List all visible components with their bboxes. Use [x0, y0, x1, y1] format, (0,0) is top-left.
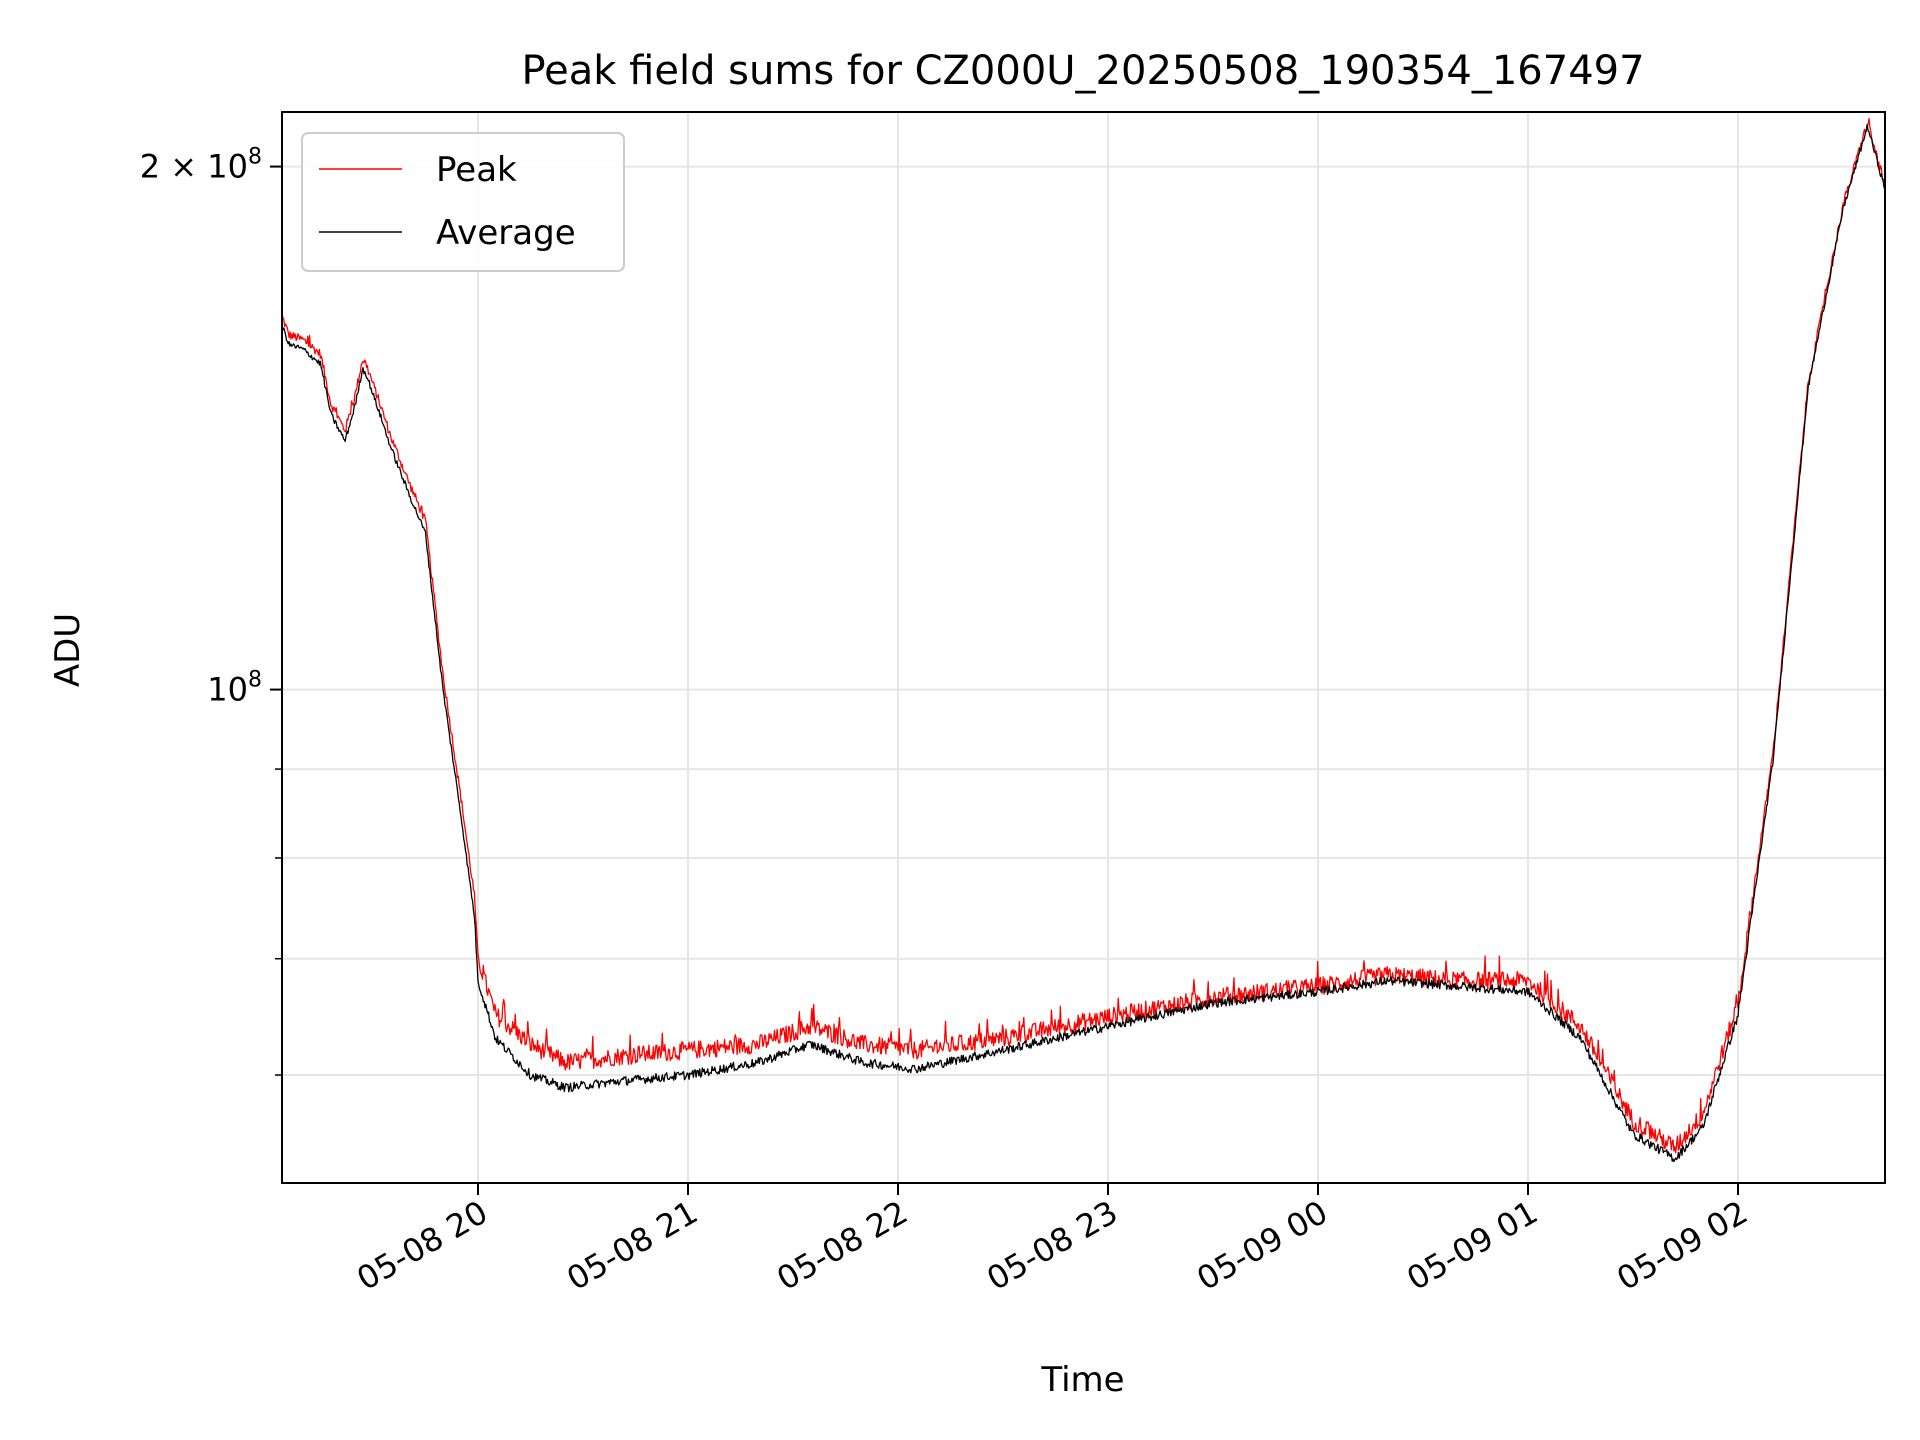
x-axis-label: Time — [1040, 1360, 1124, 1400]
y-tick-label: 2 × 108 — [140, 145, 262, 186]
x-tick-label: 05-08 21 — [560, 1193, 704, 1298]
x-axis: 05-08 20 05-08 21 05-08 22 05-08 23 05-09 00… — [350, 1183, 1754, 1298]
series-line-average — [281, 123, 1886, 1163]
x-tick-label: 05-09 01 — [1400, 1193, 1544, 1298]
chart-title: Peak field sums for CZ000U_20250508_1903… — [521, 48, 1644, 94]
y-axis-label: ADU — [48, 613, 88, 687]
series-layer — [281, 118, 1886, 1163]
axes-frame — [281, 111, 1886, 1184]
legend-box — [301, 132, 625, 272]
legend-label-peak: Peak — [436, 150, 517, 190]
x-tick-label: 05-08 20 — [350, 1193, 494, 1298]
x-tick-label: 05-09 00 — [1190, 1193, 1334, 1298]
series-line-peak — [281, 118, 1886, 1154]
legend-label-average: Average — [436, 213, 576, 253]
y-axis: 108 2 × 108 — [140, 145, 282, 1076]
legend: Peak Average — [301, 132, 625, 272]
x-tick-label: 05-08 22 — [770, 1193, 914, 1298]
x-tick-label: 05-08 23 — [980, 1193, 1124, 1298]
y-tick-label: 108 — [207, 668, 262, 709]
x-tick-label: 05-09 02 — [1610, 1193, 1754, 1298]
grid — [282, 112, 1885, 1183]
